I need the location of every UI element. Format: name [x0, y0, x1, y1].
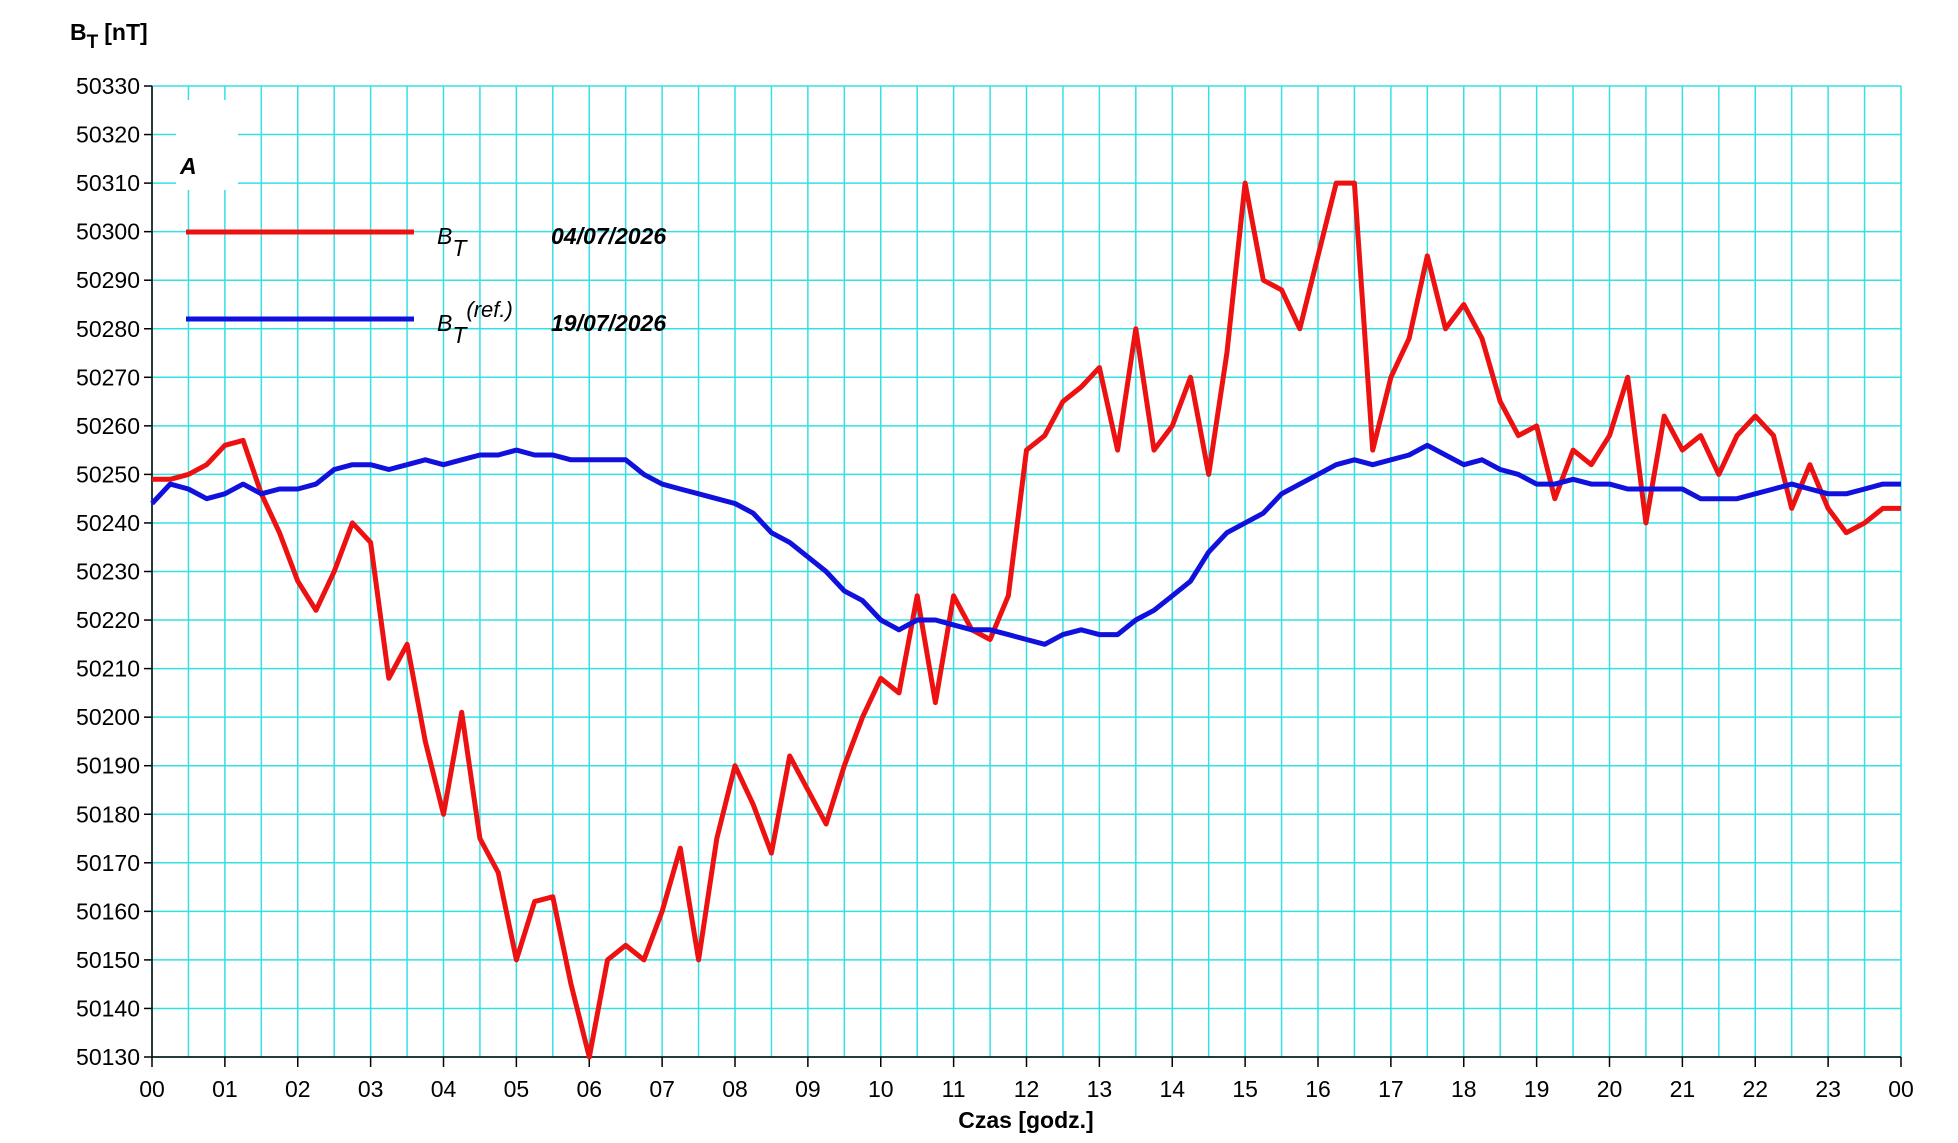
x-tick-label: 16 — [1305, 1076, 1331, 1102]
y-label-subscript: T — [87, 32, 99, 53]
annotation-bg — [176, 100, 238, 190]
y-tick-label: 50210 — [76, 656, 140, 682]
x-tick-label: 15 — [1232, 1076, 1258, 1102]
y-label-symbol: B — [70, 19, 87, 45]
series-line — [152, 180, 1901, 1060]
y-tick-label: 50330 — [76, 73, 140, 99]
y-tick-label: 50260 — [76, 413, 140, 439]
x-axis-label: Czas [godz.] — [958, 1107, 1093, 1133]
y-tick-label: 50310 — [76, 170, 140, 196]
y-tick-label: 50270 — [76, 364, 140, 390]
y-tick-label: 50180 — [76, 801, 140, 827]
y-tick-label: 50250 — [76, 461, 140, 487]
annotation: A — [179, 153, 197, 179]
x-tick-label: 21 — [1670, 1076, 1696, 1102]
y-tick-label: 50200 — [76, 704, 140, 730]
x-tick-label: 00 — [1888, 1076, 1914, 1102]
y-tick-label: 50160 — [76, 898, 140, 924]
y-axis-label: BT [nT] — [70, 19, 148, 53]
y-tick-label: 50220 — [76, 607, 140, 633]
legend-subscript: T — [452, 322, 468, 348]
x-tick-label: 11 — [942, 1076, 966, 1102]
legend-label: BT(ref.) — [437, 297, 513, 348]
y-tick-label: 50130 — [76, 1044, 140, 1070]
legend-symbol: B — [437, 223, 452, 249]
y-tick-label: 50320 — [76, 122, 140, 148]
x-tick-label: 09 — [795, 1076, 821, 1102]
legend-symbol: B — [437, 310, 452, 336]
legend-date: 04/07/2026 — [551, 223, 666, 249]
y-tick-label: 50300 — [76, 219, 140, 245]
x-tick-label: 18 — [1451, 1076, 1477, 1102]
y-tick-label: 50140 — [76, 995, 140, 1021]
y-tick-label: 50150 — [76, 947, 140, 973]
x-tick-label: 19 — [1524, 1076, 1550, 1102]
y-tick-label: 50190 — [76, 753, 140, 779]
y-tick-label: 50240 — [76, 510, 140, 536]
legend-superscript: (ref.) — [466, 297, 512, 322]
y-tick-label: 50230 — [76, 559, 140, 585]
x-tick-label: 22 — [1742, 1076, 1768, 1102]
x-tick-label: 20 — [1597, 1076, 1623, 1102]
x-tick-label: 14 — [1159, 1076, 1185, 1102]
x-tick-label: 12 — [1014, 1076, 1040, 1102]
series-line — [150, 442, 1901, 647]
y-tick-label: 50280 — [76, 316, 140, 342]
x-tick-label: 00 — [139, 1076, 165, 1102]
legend-label: BT — [437, 223, 468, 261]
x-tick-label: 03 — [358, 1076, 384, 1102]
legend-subscript: T — [452, 235, 468, 261]
y-label-unit: [nT] — [104, 19, 147, 45]
x-tick-label: 06 — [576, 1076, 602, 1102]
y-tick-label: 50290 — [76, 267, 140, 293]
x-tick-label: 13 — [1087, 1076, 1113, 1102]
x-tick-label: 23 — [1815, 1076, 1841, 1102]
x-tick-label: 05 — [504, 1076, 530, 1102]
x-tick-label: 02 — [285, 1076, 311, 1102]
x-tick-label: 04 — [431, 1076, 457, 1102]
x-tick-label: 08 — [722, 1076, 748, 1102]
y-tick-label: 50170 — [76, 850, 140, 876]
x-tick-label: 07 — [649, 1076, 675, 1102]
legend-date: 19/07/2026 — [551, 310, 666, 336]
x-tick-label: 10 — [868, 1076, 894, 1102]
x-tick-label: 17 — [1378, 1076, 1404, 1102]
x-tick-label: 01 — [212, 1076, 238, 1102]
